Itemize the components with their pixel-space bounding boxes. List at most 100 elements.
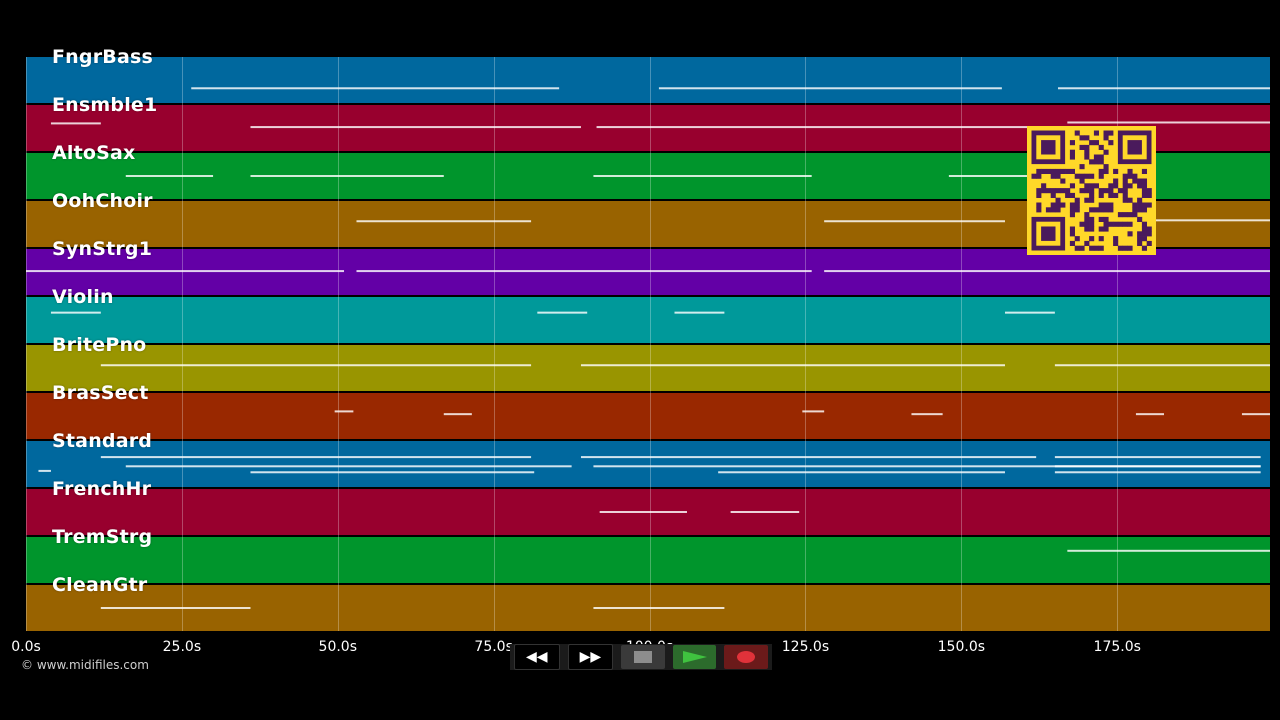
qr-module [1117,245,1123,251]
qr-module [1069,240,1075,246]
qr-module [1069,168,1075,174]
qr-module [1060,188,1066,194]
qr-module [1108,140,1114,146]
qr-module [1113,183,1119,189]
qr-module [1050,188,1056,194]
track-row-synstrg1[interactable]: SynStrg1 [26,238,1270,295]
qr-module [1127,231,1133,237]
qr-module [1137,231,1143,237]
qr-module [1089,192,1095,198]
qr-module [1050,202,1056,208]
qr-module [1141,236,1147,242]
qr-module [1122,212,1128,218]
qr-module [1089,216,1095,222]
qr-module [1132,173,1138,179]
record-icon [737,651,756,663]
rewind-icon: ◀◀ [526,649,548,665]
qr-module [1103,216,1109,222]
track-row-violin[interactable]: Violin [26,286,1270,343]
qr-module [1137,202,1143,208]
qr-module [1122,173,1128,179]
track-label: FngrBass [52,46,153,68]
copyright-text: © www.midifiles.com [21,658,149,672]
track-row-frenchhr[interactable]: FrenchHr [26,478,1270,535]
qr-module [1093,130,1099,136]
qr-module [1074,173,1080,179]
qr-module [1141,231,1147,237]
qr-module [1117,212,1123,218]
qr-module [1127,168,1133,174]
qr-module [1055,202,1061,208]
qr-module [1141,221,1147,227]
tick-label: 175.0s [1093,639,1141,655]
rewind-button[interactable]: ◀◀ [514,644,560,670]
qr-module [1041,188,1047,194]
qr-module [1132,178,1138,184]
qr-module [1146,192,1152,198]
qr-module [1113,192,1119,198]
qr-module [1069,226,1075,232]
qr-module [1122,183,1128,189]
record-button[interactable] [724,645,768,669]
qr-module [1079,173,1085,179]
qr-module [1103,168,1109,174]
fast-forward-button[interactable]: ▶▶ [567,644,614,670]
qr-module [1132,207,1138,213]
qr-module [1103,135,1109,141]
qr-module [1069,207,1075,213]
qr-module [1108,183,1114,189]
fast-forward-icon: ▶▶ [579,649,602,665]
qr-module [1098,192,1104,198]
qr-module [1098,226,1104,232]
qr-module [1036,188,1042,194]
qr-module [1036,192,1042,198]
track-row-cleangtr[interactable]: CleanGtr [26,574,1270,631]
qr-module [1060,168,1066,174]
qr-module [1069,231,1075,237]
qr-module [1089,245,1095,251]
track-row-britepno[interactable]: BritePno [26,334,1270,391]
qr-module [1036,173,1042,179]
qr-module [1146,226,1152,232]
qr-module [1137,197,1143,203]
track-row-brassect[interactable]: BrasSect [26,382,1270,439]
qr-module [1103,164,1109,170]
qr-module [1055,188,1061,194]
tick-label: 75.0s [474,639,513,655]
qr-module [1055,173,1061,179]
qr-module [1098,173,1104,179]
qr-module [1069,149,1075,155]
qr-module [1079,245,1085,251]
qr-module [1093,154,1099,160]
qr-module [1079,164,1085,170]
qr-module [1098,168,1104,174]
track-row-tremstrg[interactable]: TremStrg [26,526,1270,583]
qr-module [1098,216,1104,222]
qr-module [1069,183,1075,189]
qr-module [1132,202,1138,208]
qr-module [1084,149,1090,155]
qr-module [1084,173,1090,179]
qr-module [1074,202,1080,208]
qr-module [1069,202,1075,208]
qr-module [1108,202,1114,208]
qr-module [1127,183,1133,189]
qr-module [1146,240,1152,246]
qr-module [1141,202,1147,208]
qr-module [1084,183,1090,189]
qr-module [1113,168,1119,174]
play-button[interactable] [672,645,717,669]
track-row-fngrbass[interactable]: FngrBass [26,46,1270,103]
qr-module [1050,192,1056,198]
qr-module [1127,245,1133,251]
qr-module [1050,207,1056,213]
stop-button[interactable] [621,645,665,669]
track-row-standard[interactable]: Standard [26,430,1270,487]
qr-module [1098,236,1104,242]
qr-module [1117,221,1123,227]
qr-module [1132,212,1138,218]
qr-module [1045,207,1051,213]
qr-module [1089,188,1095,194]
qr-module [1146,188,1152,194]
qr-module [1103,207,1109,213]
